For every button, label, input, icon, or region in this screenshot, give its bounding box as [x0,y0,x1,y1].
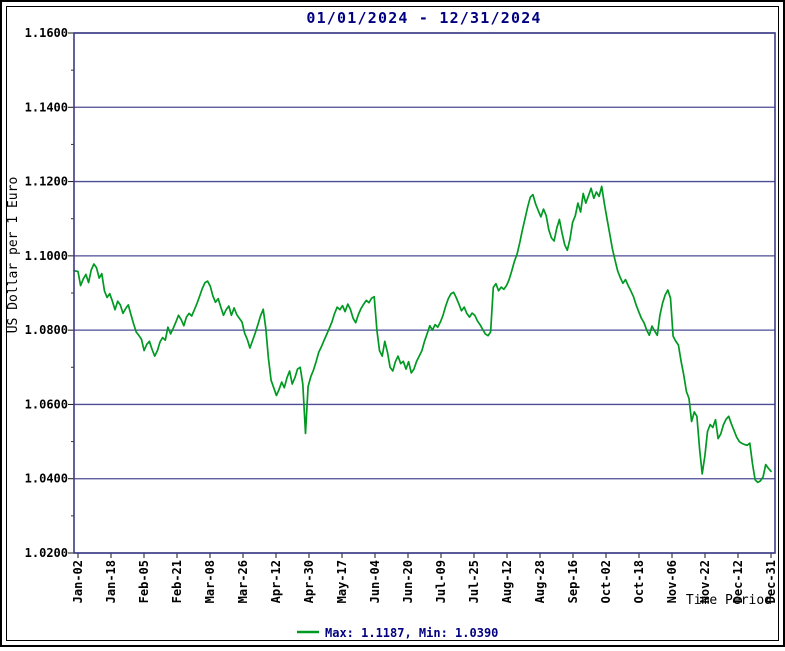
price-line [73,185,772,484]
x-tick-label: Aug-12 [500,560,514,603]
y-tick-label: 1.1400 [25,100,68,114]
axis-layer: 1.0200 1.0400 1.0600 1.0800 1.1000 1.1200 1.14… [25,26,778,603]
y-tick-label: 1.0200 [25,546,68,560]
x-tick-label: Jun-04 [368,560,382,603]
y-axis-title: US Dollar per 1 Euro [6,177,21,334]
x-tick-label: Jul-09 [434,560,448,603]
legend: Max: 1.1187, Min: 1.0390 [297,626,498,640]
x-tick-label: Sep-16 [566,560,580,603]
plot-frame [73,32,776,554]
x-tick-label: Dec-12 [731,560,745,603]
x-tick-label: Jan-02 [71,560,85,603]
x-tick-label: Oct-02 [599,560,613,603]
y-tick-label: 1.1000 [25,249,68,263]
grid-layer [74,32,775,554]
x-axis-title: Time Period [686,593,772,608]
x-tick-label: Jun-20 [401,560,415,603]
x-tick-label: Mar-26 [236,560,250,603]
x-tick-label: Oct-18 [632,560,646,603]
y-tick-label: 1.1200 [25,175,68,189]
x-tick-label: Jan-18 [104,560,118,603]
x-tick-label: Apr-12 [269,560,283,603]
x-tick-label: Feb-05 [137,560,151,603]
x-tick-label: Apr-30 [302,560,316,603]
x-tick-label: Aug-28 [533,560,547,603]
x-tick-label: Jul-25 [467,560,481,603]
x-tick-label: Dec-31 [764,560,778,603]
x-tick-label: Feb-21 [170,560,184,603]
inner-border [6,6,779,641]
x-tick-label: Nov-06 [665,560,679,603]
x-tick-label: May-17 [335,560,349,603]
y-tick-label: 1.1600 [25,26,68,40]
y-tick-label: 1.0600 [25,397,68,411]
y-tick-label: 1.0800 [25,323,68,337]
x-tick-label: Nov-22 [698,560,712,603]
x-tick-label: Mar-08 [203,560,217,603]
y-tick-label: 1.0400 [25,472,68,486]
chart-title: 01/01/2024 - 12/31/2024 [306,9,541,27]
legend-label: Max: 1.1187, Min: 1.0390 [325,626,498,640]
